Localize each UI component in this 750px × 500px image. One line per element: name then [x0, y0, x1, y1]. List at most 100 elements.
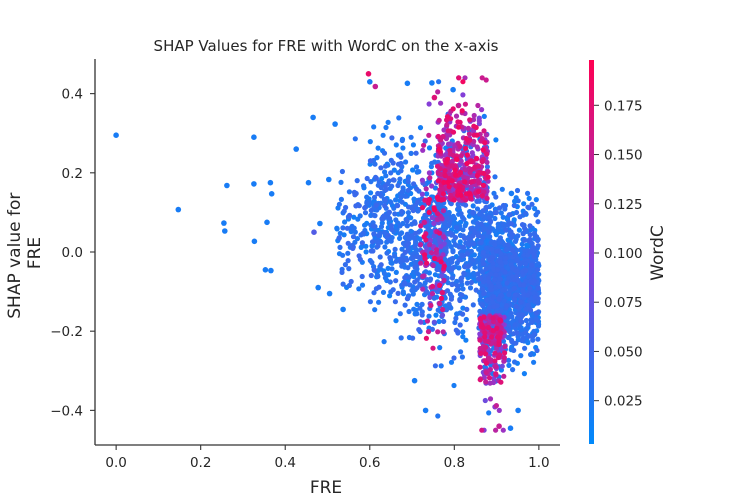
scatter-point [445, 179, 451, 185]
scatter-point [535, 237, 541, 244]
scatter-point [402, 302, 408, 308]
scatter-point [371, 267, 377, 273]
scatter-point [483, 205, 489, 211]
scatter-point [506, 291, 512, 298]
scatter-point [345, 240, 351, 246]
scatter-point [462, 101, 468, 107]
scatter-point [438, 100, 444, 106]
scatter-point [435, 178, 441, 184]
scatter-point [481, 128, 487, 134]
scatter-point [531, 332, 537, 338]
scatter-point [530, 244, 536, 251]
scatter-point [456, 75, 462, 81]
scatter-point [502, 269, 508, 275]
scatter-point [491, 277, 498, 283]
x-tick-label: 0.8 [444, 455, 465, 471]
scatter-point [526, 195, 532, 201]
scatter-point [514, 258, 520, 264]
scatter-point [523, 317, 530, 324]
colorbar-tick-label: 0.150 [604, 148, 643, 164]
scatter-point [497, 276, 503, 282]
scatter-point [431, 233, 437, 239]
scatter-point [462, 75, 468, 81]
scatter-point [444, 122, 450, 128]
scatter-point [391, 205, 397, 211]
scatter-point [467, 117, 473, 123]
scatter-point [481, 261, 487, 267]
scatter-point [506, 212, 512, 218]
scatter-point [431, 295, 437, 301]
scatter-point [424, 318, 431, 324]
scatter-point [442, 168, 448, 174]
scatter-point [251, 134, 257, 140]
scatter-point [435, 211, 441, 217]
scatter-point [390, 177, 396, 183]
scatter-point [512, 198, 518, 205]
scatter-point [403, 159, 409, 165]
scatter-point [470, 203, 476, 209]
y-ticks: −0.4 −0.2 0.0 0.2 0.4 [50, 87, 95, 419]
scatter-point [494, 248, 500, 254]
scatter-point [414, 199, 421, 205]
scatter-point [535, 261, 541, 267]
scatter-point [453, 172, 459, 178]
scatter-point [441, 277, 447, 283]
scatter-point [369, 239, 376, 245]
scatter-point [427, 277, 433, 283]
scatter-point [502, 343, 508, 350]
scatter-point [526, 274, 532, 280]
scatter-point [503, 255, 509, 261]
scatter-point [427, 242, 433, 248]
scatter-point [531, 359, 537, 365]
y-tick-label: 0.4 [62, 87, 83, 103]
scatter-point [501, 373, 507, 379]
scatter-point [495, 354, 501, 361]
scatter-point [457, 297, 463, 304]
scatter-point [438, 259, 444, 265]
scatter-point [460, 286, 466, 292]
scatter-point [468, 179, 474, 185]
scatter-point [474, 144, 480, 150]
scatter-point [452, 167, 458, 173]
scatter-point [502, 259, 508, 265]
scatter-point [351, 214, 357, 220]
scatter-point [439, 312, 446, 318]
scatter-point [441, 179, 447, 185]
scatter-point [337, 230, 343, 236]
scatter-point [476, 180, 482, 186]
scatter-point [508, 221, 514, 227]
scatter-point [471, 241, 477, 247]
scatter-point [473, 124, 479, 131]
scatter-point [467, 242, 473, 248]
scatter-point [393, 269, 399, 275]
scatter-point [426, 196, 433, 202]
scatter-point [374, 155, 380, 161]
scatter-point [525, 204, 531, 210]
scatter-point [397, 311, 403, 317]
scatter-point [452, 241, 458, 248]
scatter-point [310, 114, 316, 121]
scatter-point [467, 235, 473, 241]
scatter-point [448, 244, 454, 250]
scatter-point [464, 280, 470, 286]
scatter-point [437, 187, 443, 193]
scatter-point [500, 214, 506, 220]
scatter-point [336, 201, 342, 207]
scatter-point [460, 329, 466, 335]
scatter-point [383, 173, 389, 179]
scatter-point [450, 213, 456, 219]
scatter-point [359, 273, 365, 280]
scatter-point [497, 283, 503, 289]
scatter-point [404, 296, 410, 302]
scatter-point [505, 265, 511, 271]
scatter-point [469, 150, 475, 156]
scatter-point [386, 209, 392, 215]
scatter-point [251, 238, 258, 245]
scatter-point [423, 186, 429, 192]
scatter-point [520, 312, 526, 318]
scatter-point [504, 280, 510, 286]
scatter-point [535, 267, 541, 273]
scatter-point [434, 194, 440, 200]
scatter-point [445, 156, 451, 162]
